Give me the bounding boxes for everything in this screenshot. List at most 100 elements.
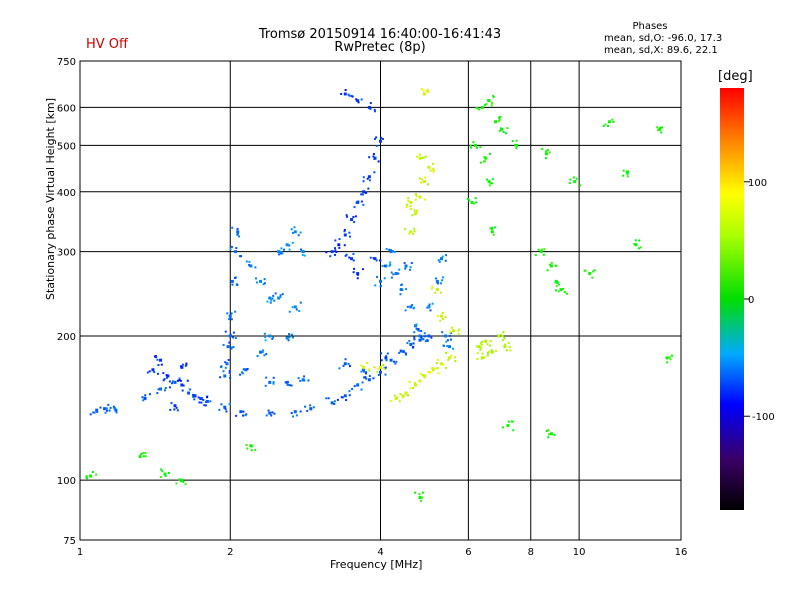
data-point-spread-4-0-0 (334, 247, 337, 250)
data-point-spread-2-1-3 (230, 347, 233, 350)
data-point-spread-8-4-4 (503, 343, 506, 346)
data-point-5-6 (399, 349, 403, 353)
data-point-spread-0-10-2 (273, 412, 276, 415)
data-point-spread-7-9-1 (424, 198, 427, 201)
data-point-spread-6-10-2 (436, 282, 439, 285)
data-point-spread-2-8-1 (246, 368, 249, 371)
data-point-spread-9-23-4 (553, 434, 556, 437)
data-point-7-10 (422, 180, 426, 184)
data-point-spread-4-6-4 (373, 157, 376, 160)
trace-0 (89, 377, 315, 418)
data-point-spread-9-9-4 (554, 265, 557, 268)
data-point-spread-9-13-0 (606, 124, 609, 127)
data-point-spread-5-6-4 (404, 352, 407, 355)
data-point-spread-3-1-3 (262, 283, 265, 286)
data-point-spread-2-7-4 (224, 366, 227, 369)
data-point-spread-7-9-2 (415, 193, 418, 196)
data-point-spread-9-20-0 (541, 148, 544, 151)
data-point-spread-4-11-0 (335, 250, 338, 253)
data-point-1-3 (180, 383, 184, 387)
data-point-spread-7-11-3 (429, 169, 432, 172)
data-point-7-7 (409, 230, 413, 234)
data-point-spread-3-9-1 (264, 336, 267, 339)
data-point-spread-9-19-2 (492, 233, 495, 236)
data-point-2-8 (244, 368, 248, 372)
data-point-6-1 (384, 264, 388, 268)
data-point-spread-9-13-4 (612, 120, 615, 123)
data-point-spread-9-11-3 (563, 291, 566, 294)
data-point-5-4 (379, 370, 382, 374)
data-point-spread-8-1-3 (489, 340, 492, 343)
data-point-spread-5-4-4 (384, 366, 387, 369)
data-point-spread-3-4-3 (280, 247, 283, 250)
data-point-spread-1-2-4 (162, 372, 165, 375)
data-point-9-26 (180, 478, 184, 482)
data-point-spread-8-1-2 (480, 343, 483, 346)
data-point-spread-7-10-1 (421, 178, 424, 181)
data-point-spread-8-0-2 (479, 346, 482, 349)
data-point-6-2 (389, 250, 393, 254)
data-point-spread-6-2-3 (393, 250, 396, 253)
data-point-spread-6-11-2 (438, 260, 441, 263)
data-point-spread-8-4-0 (509, 349, 512, 352)
data-point-spread-3-9-2 (263, 332, 266, 335)
trace-4 (325, 89, 384, 280)
trace-9 (85, 94, 674, 502)
data-point-spread-2-2-4 (228, 318, 231, 321)
data-point-spread-3-2-3 (266, 300, 269, 303)
data-point-spread-2-6-4 (224, 330, 227, 333)
data-point-spread-2-4-2 (239, 255, 242, 258)
data-point-9-8 (539, 250, 543, 254)
data-point-spread-7-1-4 (403, 394, 406, 397)
data-point-spread-7-18-1 (441, 311, 444, 314)
data-point-spread-0-9-4 (245, 413, 248, 416)
data-point-spread-5-0-3 (327, 397, 330, 400)
data-point-spread-9-12-0 (591, 270, 594, 273)
data-point-spread-1-0-4 (153, 371, 156, 374)
data-point-1-2 (166, 374, 170, 378)
data-point-spread-2-0-1 (222, 370, 225, 373)
data-point-spread-5-12-4 (385, 358, 388, 361)
data-point-9-24 (418, 495, 422, 499)
y-tick-label-6: 600 (57, 103, 76, 114)
data-point-spread-7-11-4 (432, 162, 435, 165)
data-point-spread-4-1-2 (348, 235, 351, 238)
data-point-spread-9-14-3 (622, 174, 625, 177)
data-point-spread-7-12-0 (407, 199, 410, 202)
data-point-3-4 (285, 243, 289, 247)
data-point-spread-2-8-4 (242, 368, 245, 371)
data-point-spread-7-7-4 (408, 232, 411, 235)
data-point-spread-7-7-2 (413, 230, 416, 233)
data-point-spread-4-12-2 (344, 89, 347, 92)
data-point-spread-5-9-3 (426, 339, 429, 342)
data-point-spread-3-3-0 (278, 253, 281, 256)
phase-o-stats: mean, sd,O: -96.0, 17.3 (604, 33, 723, 44)
data-point-spread-5-7-3 (411, 346, 414, 349)
data-point-spread-7-14-2 (425, 90, 428, 93)
data-point-spread-9-8-0 (543, 248, 546, 251)
data-point-spread-9-10-4 (556, 281, 559, 284)
data-point-spread-2-11-1 (286, 380, 289, 383)
data-point-spread-9-19-1 (489, 227, 492, 230)
data-point-spread-6-2-4 (385, 247, 388, 250)
data-point-spread-0-12-0 (309, 404, 312, 407)
data-point-spread-6-5-4 (409, 268, 412, 271)
data-point-spread-9-18-1 (474, 197, 477, 200)
data-point-spread-0-8-1 (228, 403, 231, 406)
data-point-spread-9-19-4 (491, 226, 494, 229)
data-point-spread-6-7-1 (415, 327, 418, 330)
data-point-spread-3-10-4 (288, 333, 291, 336)
data-point-6-8 (418, 334, 422, 338)
data-point-spread-1-2-2 (163, 378, 166, 381)
data-point-spread-0-7-0 (200, 401, 203, 404)
data-point-spread-5-12-2 (386, 352, 389, 355)
data-point-9-27 (89, 474, 93, 478)
data-point-spread-7-6-1 (454, 356, 457, 359)
data-point-spread-9-6-1 (491, 178, 494, 181)
data-point-spread-4-5-4 (366, 177, 369, 180)
data-point-1-6 (173, 404, 177, 408)
data-point-spread-6-11-3 (437, 259, 440, 262)
data-point-spread-0-0-3 (96, 411, 99, 414)
data-point-spread-2-10-4 (272, 382, 275, 385)
